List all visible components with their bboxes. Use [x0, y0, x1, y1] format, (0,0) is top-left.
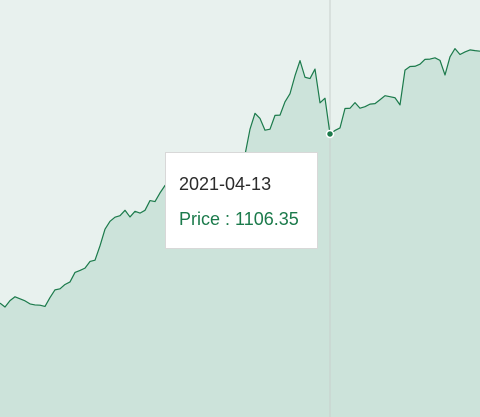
highlight-point — [325, 129, 335, 139]
data-point[interactable] — [274, 114, 277, 117]
data-point[interactable] — [154, 200, 157, 203]
data-point[interactable] — [414, 65, 417, 68]
data-point[interactable] — [124, 209, 127, 212]
data-point[interactable] — [269, 128, 272, 131]
data-point[interactable] — [439, 59, 442, 62]
data-point[interactable] — [129, 215, 132, 218]
data-point[interactable] — [39, 304, 42, 307]
data-point[interactable] — [109, 220, 112, 223]
data-point[interactable] — [469, 48, 472, 51]
data-point[interactable] — [379, 98, 382, 101]
data-point[interactable] — [324, 97, 327, 100]
data-point[interactable] — [134, 210, 137, 213]
data-point[interactable] — [314, 68, 317, 71]
data-point[interactable] — [149, 199, 152, 202]
data-point[interactable] — [399, 103, 402, 106]
data-point[interactable] — [9, 299, 12, 302]
data-point[interactable] — [74, 271, 77, 274]
data-point[interactable] — [119, 214, 122, 217]
data-point[interactable] — [304, 76, 307, 79]
data-point[interactable] — [384, 94, 387, 97]
data-point[interactable] — [354, 101, 357, 104]
data-point[interactable] — [349, 107, 352, 110]
data-point[interactable] — [259, 117, 262, 120]
data-point[interactable] — [159, 191, 162, 194]
data-point[interactable] — [79, 269, 82, 272]
data-point[interactable] — [24, 299, 27, 302]
data-point[interactable] — [339, 126, 342, 129]
data-point[interactable] — [44, 305, 47, 308]
data-point[interactable] — [254, 112, 257, 115]
data-point[interactable] — [454, 47, 457, 50]
data-point[interactable] — [474, 49, 477, 52]
tooltip-price: Price : 1106.35 — [179, 209, 299, 229]
data-point[interactable] — [264, 129, 267, 132]
data-point[interactable] — [284, 100, 287, 103]
data-point[interactable] — [279, 114, 282, 117]
data-point[interactable] — [89, 260, 92, 263]
data-point[interactable] — [369, 103, 372, 106]
data-point[interactable] — [429, 58, 432, 61]
data-point[interactable] — [94, 259, 97, 262]
data-point[interactable] — [104, 228, 107, 231]
data-point[interactable] — [69, 280, 72, 283]
data-point[interactable] — [114, 216, 117, 219]
data-point[interactable] — [409, 65, 412, 68]
data-point[interactable] — [139, 212, 142, 215]
data-point[interactable] — [84, 267, 87, 270]
data-point[interactable] — [444, 73, 447, 76]
data-point[interactable] — [289, 92, 292, 95]
data-point[interactable] — [459, 53, 462, 56]
data-point[interactable] — [449, 55, 452, 58]
data-point[interactable] — [464, 50, 467, 53]
data-point[interactable] — [374, 102, 377, 105]
data-point[interactable] — [299, 59, 302, 62]
data-point[interactable] — [4, 305, 7, 308]
data-point[interactable] — [29, 302, 32, 305]
tooltip-date: 2021-04-13 — [179, 174, 272, 194]
data-point[interactable] — [64, 283, 67, 286]
highlight-layer — [325, 129, 335, 139]
data-point[interactable] — [394, 96, 397, 99]
data-point[interactable] — [59, 287, 62, 290]
data-point[interactable] — [434, 56, 437, 59]
data-point[interactable] — [319, 101, 322, 104]
data-point[interactable] — [144, 209, 147, 212]
data-point[interactable] — [294, 74, 297, 77]
data-point[interactable] — [49, 296, 52, 299]
data-point[interactable] — [14, 295, 17, 298]
data-point[interactable] — [334, 129, 337, 132]
data-point[interactable] — [359, 107, 362, 110]
data-point[interactable] — [424, 58, 427, 61]
data-point[interactable] — [309, 77, 312, 80]
data-point[interactable] — [364, 105, 367, 108]
data-point[interactable] — [404, 69, 407, 72]
data-point[interactable] — [389, 95, 392, 98]
data-point[interactable] — [99, 244, 102, 247]
data-point[interactable] — [34, 303, 37, 306]
data-point[interactable] — [249, 128, 252, 131]
data-point[interactable] — [344, 107, 347, 110]
data-point[interactable] — [419, 63, 422, 66]
data-point[interactable] — [54, 288, 57, 291]
data-point[interactable] — [19, 297, 22, 300]
tooltip: 2021-04-13 Price : 1106.35 — [165, 152, 318, 249]
